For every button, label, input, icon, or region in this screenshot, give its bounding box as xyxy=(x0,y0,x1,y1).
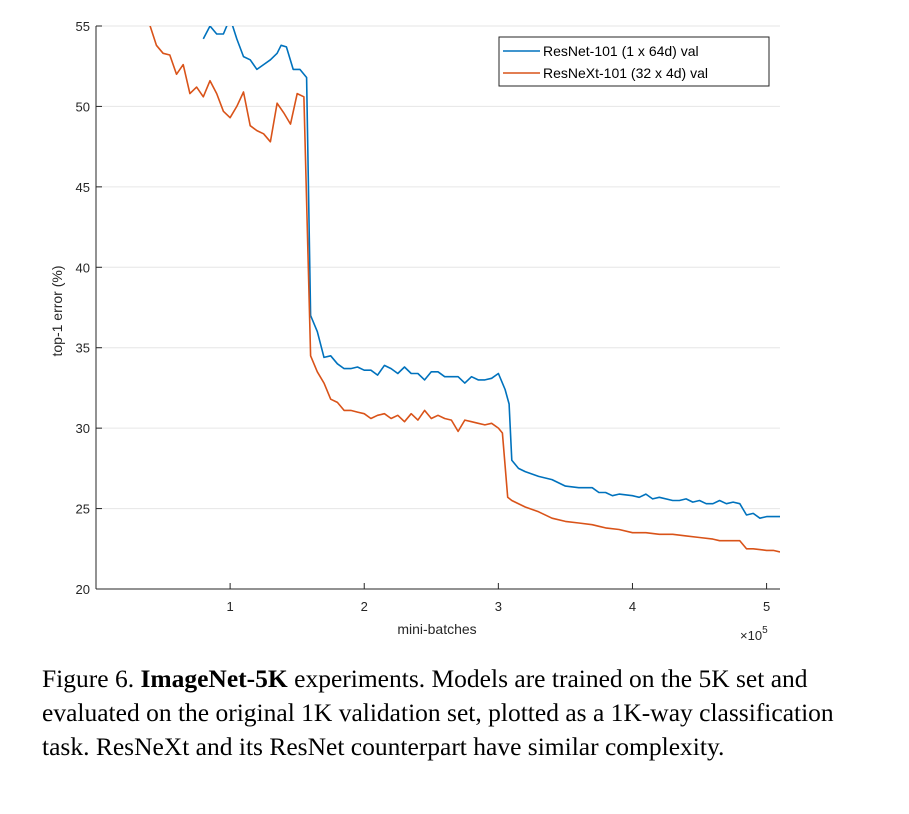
x-tick-label: 5 xyxy=(763,599,770,614)
legend-label-resnext: ResNeXt-101 (32 x 4d) val xyxy=(543,65,708,81)
caption-bold-title: ImageNet-5K xyxy=(140,664,288,693)
legend-label-resnet: ResNet-101 (1 x 64d) val xyxy=(543,43,699,59)
y-axis-label: top-1 error (%) xyxy=(49,265,65,356)
x-tick-label: 1 xyxy=(227,599,234,614)
grid-lines xyxy=(96,25,780,510)
y-tick-label: 20 xyxy=(76,582,90,597)
x-axis-multiplier: ×105 xyxy=(740,625,768,643)
x-tick-label: 2 xyxy=(361,599,368,614)
y-tick-label: 55 xyxy=(76,19,90,34)
figure-caption: Figure 6. ImageNet-5K experiments. Model… xyxy=(42,662,862,764)
caption-text: experiments. Models are trained on the 5… xyxy=(42,664,834,761)
y-tick-label: 35 xyxy=(76,341,90,356)
x-tick-label: 4 xyxy=(629,599,636,614)
caption-label: Figure 6. xyxy=(42,664,135,693)
y-tick-label: 45 xyxy=(76,180,90,195)
legend: ResNet-101 (1 x 64d) val ResNeXt-101 (32… xyxy=(498,36,770,87)
x-axis-multiplier-base: ×10 xyxy=(740,628,762,643)
legend-box xyxy=(498,36,770,87)
x-tick-label: 3 xyxy=(495,599,502,614)
x-axis-multiplier-exponent: 5 xyxy=(762,625,768,636)
y-tick-label: 30 xyxy=(76,421,90,436)
y-tick-label: 25 xyxy=(76,502,90,517)
x-axis-label: mini-batches xyxy=(397,621,476,637)
series-line-resnet-101 xyxy=(202,26,780,519)
y-tick-label: 50 xyxy=(76,99,90,114)
y-tick-label: 40 xyxy=(76,260,90,275)
axes xyxy=(95,25,780,590)
series-lines xyxy=(149,26,780,553)
series-line-resnext-101 xyxy=(149,26,780,553)
